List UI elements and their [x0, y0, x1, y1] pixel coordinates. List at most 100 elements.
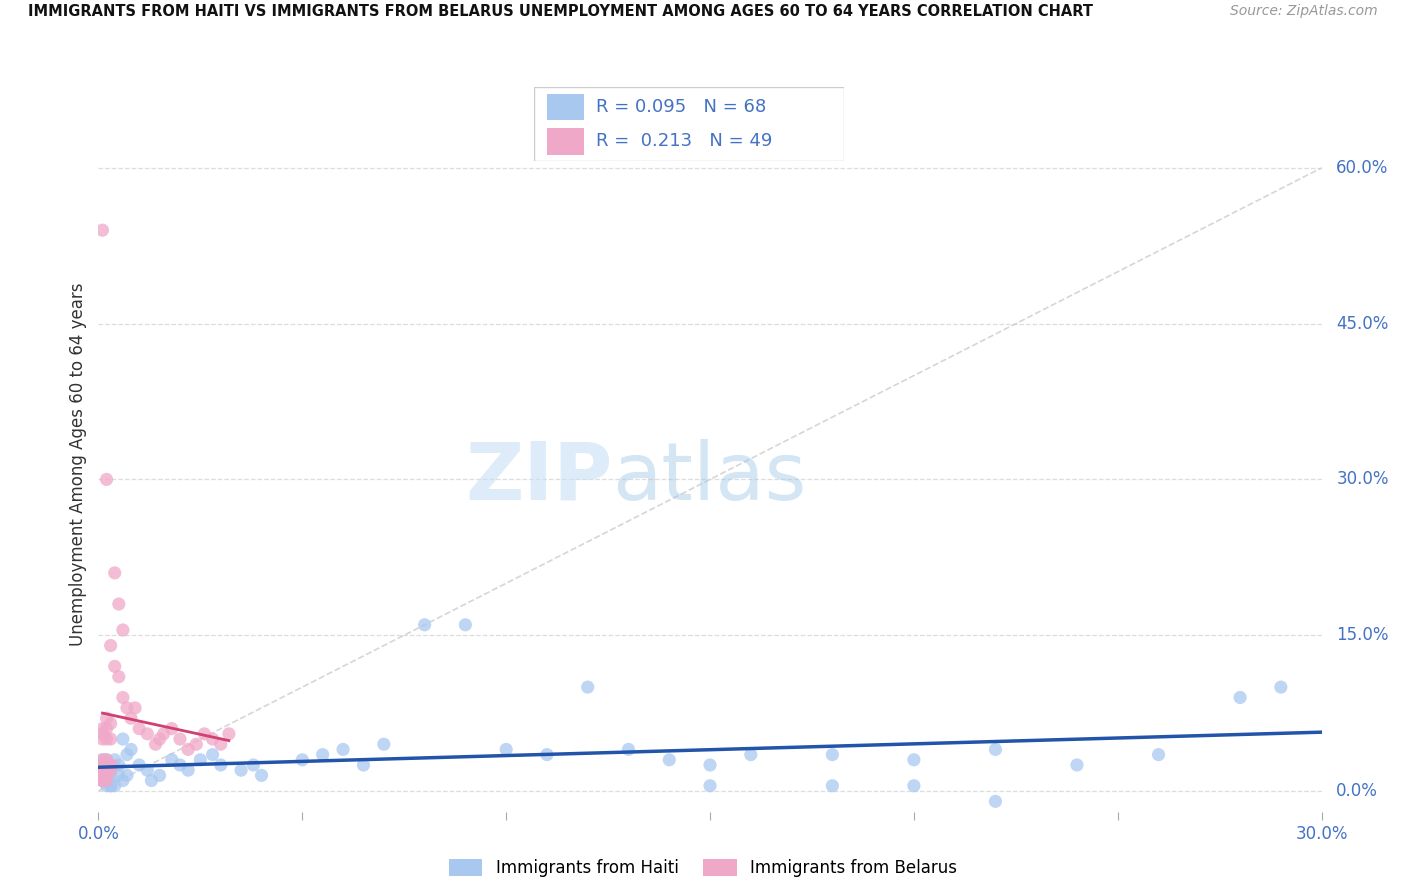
Text: IMMIGRANTS FROM HAITI VS IMMIGRANTS FROM BELARUS UNEMPLOYMENT AMONG AGES 60 TO 6: IMMIGRANTS FROM HAITI VS IMMIGRANTS FROM…: [28, 4, 1092, 20]
Point: [1270, 680, 1292, 694]
Point: [96, 779, 118, 793]
Point: [108, 597, 131, 611]
Point: [128, 722, 150, 736]
Point: [100, 758, 122, 772]
Point: [91, 758, 114, 772]
Point: [91, 763, 114, 777]
Point: [193, 727, 215, 741]
Point: [100, 758, 122, 772]
Point: [111, 623, 134, 637]
Point: [495, 742, 517, 756]
Point: [352, 758, 374, 772]
Point: [104, 566, 127, 580]
Point: [115, 768, 138, 782]
Point: [100, 779, 122, 793]
Point: [160, 722, 183, 736]
Point: [100, 732, 122, 747]
Point: [169, 758, 191, 772]
Point: [373, 737, 395, 751]
Point: [91, 223, 114, 237]
Point: [242, 758, 264, 772]
Point: [332, 742, 354, 756]
Point: [96, 732, 118, 747]
Point: [91, 727, 114, 741]
Point: [91, 768, 114, 782]
Point: [149, 768, 172, 782]
Text: 45.0%: 45.0%: [1336, 315, 1389, 333]
Text: R = 0.095   N = 68: R = 0.095 N = 68: [596, 98, 766, 116]
Text: 60.0%: 60.0%: [1336, 159, 1389, 177]
Legend: Immigrants from Haiti, Immigrants from Belarus: Immigrants from Haiti, Immigrants from B…: [443, 852, 963, 884]
Point: [91, 768, 114, 782]
Point: [100, 763, 122, 777]
Point: [658, 753, 681, 767]
Text: atlas: atlas: [612, 439, 807, 516]
Point: [120, 742, 142, 756]
Point: [536, 747, 558, 762]
Point: [96, 773, 118, 788]
Point: [100, 779, 122, 793]
Point: [218, 727, 240, 741]
Point: [413, 617, 436, 632]
Point: [91, 763, 114, 777]
Point: [209, 758, 232, 772]
Point: [104, 753, 127, 767]
Point: [984, 794, 1007, 808]
Point: [91, 773, 114, 788]
Point: [903, 753, 925, 767]
Point: [201, 747, 224, 762]
Text: Source: ZipAtlas.com: Source: ZipAtlas.com: [1230, 4, 1378, 19]
Point: [291, 753, 314, 767]
Point: [124, 701, 146, 715]
Point: [141, 773, 163, 788]
Point: [984, 742, 1007, 756]
Point: [96, 763, 118, 777]
Text: ZIP: ZIP: [465, 439, 612, 516]
Point: [91, 768, 114, 782]
Point: [91, 768, 114, 782]
Y-axis label: Unemployment Among Ages 60 to 64 years: Unemployment Among Ages 60 to 64 years: [69, 282, 87, 646]
Point: [188, 753, 212, 767]
Point: [100, 639, 122, 653]
Point: [111, 690, 134, 705]
Point: [111, 732, 134, 747]
Point: [169, 732, 191, 747]
Point: [1147, 747, 1170, 762]
Point: [96, 711, 118, 725]
Point: [91, 763, 114, 777]
Point: [120, 711, 142, 725]
Text: R =  0.213   N = 49: R = 0.213 N = 49: [596, 132, 772, 150]
Point: [96, 773, 118, 788]
Point: [96, 763, 118, 777]
Point: [312, 747, 335, 762]
Point: [231, 763, 253, 777]
Point: [454, 617, 477, 632]
Point: [91, 722, 114, 736]
Point: [96, 758, 118, 772]
Point: [108, 670, 131, 684]
Point: [111, 773, 134, 788]
Point: [100, 763, 122, 777]
Text: 0.0%: 0.0%: [1336, 782, 1378, 800]
Point: [136, 763, 159, 777]
Point: [128, 758, 150, 772]
Point: [91, 763, 114, 777]
Point: [91, 773, 114, 788]
Point: [136, 727, 159, 741]
Point: [145, 737, 167, 751]
Point: [740, 747, 762, 762]
Point: [104, 779, 127, 793]
Point: [96, 753, 118, 767]
Point: [903, 779, 925, 793]
Point: [160, 753, 183, 767]
FancyBboxPatch shape: [534, 87, 844, 161]
Point: [108, 758, 131, 772]
Point: [115, 701, 138, 715]
Point: [96, 768, 118, 782]
Point: [115, 747, 138, 762]
Point: [250, 768, 273, 782]
Point: [96, 773, 118, 788]
Point: [91, 773, 114, 788]
Point: [100, 758, 122, 772]
Point: [91, 763, 114, 777]
